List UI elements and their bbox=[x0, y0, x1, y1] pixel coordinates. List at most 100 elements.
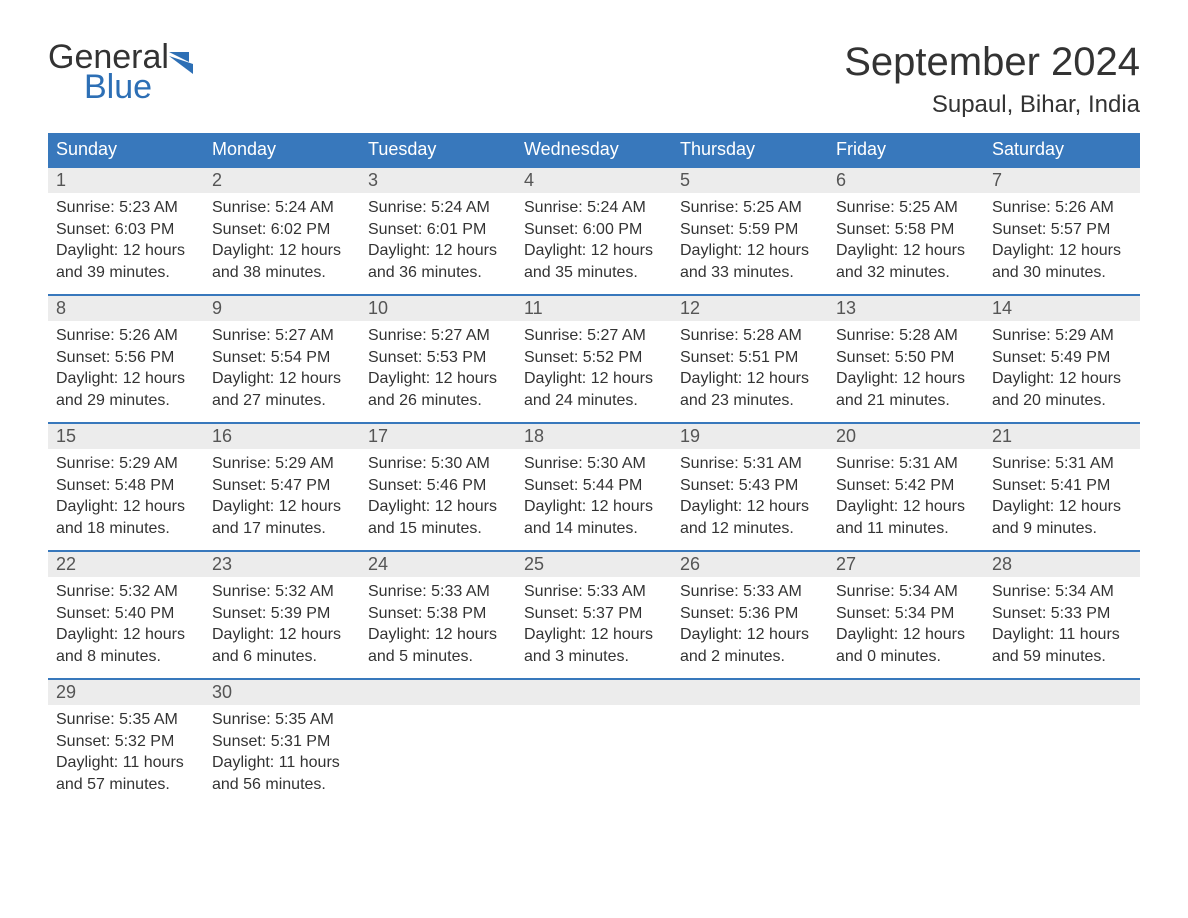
day-number: 18 bbox=[524, 426, 544, 446]
day-content: Sunrise: 5:33 AMSunset: 5:37 PMDaylight:… bbox=[516, 577, 672, 673]
sunrise-line: Sunrise: 5:27 AM bbox=[368, 325, 508, 347]
sunset-line: Sunset: 5:31 PM bbox=[212, 731, 352, 753]
day-number-header: 10 bbox=[360, 294, 516, 321]
daylight-line: Daylight: 12 hours and 26 minutes. bbox=[368, 368, 508, 411]
sunset-line: Sunset: 6:03 PM bbox=[56, 219, 196, 241]
calendar-day-cell: 4Sunrise: 5:24 AMSunset: 6:00 PMDaylight… bbox=[516, 166, 672, 294]
day-content: Sunrise: 5:29 AMSunset: 5:49 PMDaylight:… bbox=[984, 321, 1140, 417]
sunset-line: Sunset: 6:02 PM bbox=[212, 219, 352, 241]
sunset-line: Sunset: 5:41 PM bbox=[992, 475, 1132, 497]
daylight-line: Daylight: 11 hours and 57 minutes. bbox=[56, 752, 196, 795]
day-number-header: 6 bbox=[828, 166, 984, 193]
day-number: 19 bbox=[680, 426, 700, 446]
daylight-line: Daylight: 12 hours and 39 minutes. bbox=[56, 240, 196, 283]
day-content: Sunrise: 5:34 AMSunset: 5:33 PMDaylight:… bbox=[984, 577, 1140, 673]
calendar-day-cell: 26Sunrise: 5:33 AMSunset: 5:36 PMDayligh… bbox=[672, 550, 828, 678]
sunset-line: Sunset: 5:47 PM bbox=[212, 475, 352, 497]
sunset-line: Sunset: 5:32 PM bbox=[56, 731, 196, 753]
daylight-line: Daylight: 12 hours and 36 minutes. bbox=[368, 240, 508, 283]
daylight-line: Daylight: 11 hours and 56 minutes. bbox=[212, 752, 352, 795]
calendar-week-row: 22Sunrise: 5:32 AMSunset: 5:40 PMDayligh… bbox=[48, 550, 1140, 678]
sunrise-line: Sunrise: 5:27 AM bbox=[524, 325, 664, 347]
sunrise-line: Sunrise: 5:31 AM bbox=[680, 453, 820, 475]
calendar-week-row: 8Sunrise: 5:26 AMSunset: 5:56 PMDaylight… bbox=[48, 294, 1140, 422]
sunset-line: Sunset: 5:37 PM bbox=[524, 603, 664, 625]
day-number-header: 13 bbox=[828, 294, 984, 321]
calendar-week-row: 15Sunrise: 5:29 AMSunset: 5:48 PMDayligh… bbox=[48, 422, 1140, 550]
sunrise-line: Sunrise: 5:26 AM bbox=[992, 197, 1132, 219]
day-content: Sunrise: 5:27 AMSunset: 5:54 PMDaylight:… bbox=[204, 321, 360, 417]
day-content: Sunrise: 5:33 AMSunset: 5:36 PMDaylight:… bbox=[672, 577, 828, 673]
weekday-header: Monday bbox=[204, 133, 360, 166]
day-content: Sunrise: 5:32 AMSunset: 5:39 PMDaylight:… bbox=[204, 577, 360, 673]
day-content: Sunrise: 5:23 AMSunset: 6:03 PMDaylight:… bbox=[48, 193, 204, 289]
day-number-header: 12 bbox=[672, 294, 828, 321]
sunrise-line: Sunrise: 5:29 AM bbox=[992, 325, 1132, 347]
sunset-line: Sunset: 5:56 PM bbox=[56, 347, 196, 369]
sunrise-line: Sunrise: 5:30 AM bbox=[524, 453, 664, 475]
day-content: Sunrise: 5:31 AMSunset: 5:42 PMDaylight:… bbox=[828, 449, 984, 545]
weekday-header: Friday bbox=[828, 133, 984, 166]
day-number-header: 28 bbox=[984, 550, 1140, 577]
sunrise-line: Sunrise: 5:28 AM bbox=[836, 325, 976, 347]
calendar-day-cell: 20 Sunrise: 5:31 AMSunset: 5:42 PMDayligh… bbox=[828, 422, 984, 550]
calendar-day-cell: 21Sunrise: 5:31 AMSunset: 5:41 PMDayligh… bbox=[984, 422, 1140, 550]
calendar-day-cell: 15Sunrise: 5:29 AMSunset: 5:48 PMDayligh… bbox=[48, 422, 204, 550]
sunset-line: Sunset: 5:38 PM bbox=[368, 603, 508, 625]
sunrise-line: Sunrise: 5:25 AM bbox=[836, 197, 976, 219]
sunset-line: Sunset: 5:59 PM bbox=[680, 219, 820, 241]
daylight-line: Daylight: 12 hours and 0 minutes. bbox=[836, 624, 976, 667]
day-number: 4 bbox=[524, 170, 534, 190]
day-number-header bbox=[984, 678, 1140, 705]
calendar-day-cell: 6 Sunrise: 5:25 AMSunset: 5:58 PMDaylight… bbox=[828, 166, 984, 294]
day-number: 17 bbox=[368, 426, 388, 446]
calendar-body: 1Sunrise: 5:23 AMSunset: 6:03 PMDaylight… bbox=[48, 166, 1140, 806]
daylight-line: Daylight: 12 hours and 9 minutes. bbox=[992, 496, 1132, 539]
day-content: Sunrise: 5:33 AMSunset: 5:38 PMDaylight:… bbox=[360, 577, 516, 673]
sunrise-line: Sunrise: 5:33 AM bbox=[524, 581, 664, 603]
sunrise-line: Sunrise: 5:34 AM bbox=[836, 581, 976, 603]
sunset-line: Sunset: 5:58 PM bbox=[836, 219, 976, 241]
day-content: Sunrise: 5:26 AMSunset: 5:57 PMDaylight:… bbox=[984, 193, 1140, 289]
sunset-line: Sunset: 5:40 PM bbox=[56, 603, 196, 625]
calendar-day-cell: 7Sunrise: 5:26 AMSunset: 5:57 PMDaylight… bbox=[984, 166, 1140, 294]
day-number: 27 bbox=[836, 554, 856, 574]
day-content: Sunrise: 5:30 AMSunset: 5:44 PMDaylight:… bbox=[516, 449, 672, 545]
day-content: Sunrise: 5:25 AMSunset: 5:59 PMDaylight:… bbox=[672, 193, 828, 289]
sunrise-line: Sunrise: 5:24 AM bbox=[212, 197, 352, 219]
daylight-line: Daylight: 11 hours and 59 minutes. bbox=[992, 624, 1132, 667]
calendar-table: Sunday Monday Tuesday Wednesday Thursday… bbox=[48, 133, 1140, 806]
calendar-day-cell bbox=[984, 678, 1140, 806]
header: General Blue September 2024 Supaul, Biha… bbox=[48, 40, 1140, 119]
calendar-day-cell: 10Sunrise: 5:27 AMSunset: 5:53 PMDayligh… bbox=[360, 294, 516, 422]
sunrise-line: Sunrise: 5:29 AM bbox=[212, 453, 352, 475]
sunrise-line: Sunrise: 5:31 AM bbox=[836, 453, 976, 475]
day-number-header: 5 bbox=[672, 166, 828, 193]
day-number: 1 bbox=[56, 170, 66, 190]
calendar-day-cell: 13Sunrise: 5:28 AMSunset: 5:50 PMDayligh… bbox=[828, 294, 984, 422]
calendar-day-cell: 3Sunrise: 5:24 AMSunset: 6:01 PMDaylight… bbox=[360, 166, 516, 294]
day-number-header bbox=[360, 678, 516, 705]
weekday-header: Sunday bbox=[48, 133, 204, 166]
day-number-header: 17 bbox=[360, 422, 516, 449]
day-number: 10 bbox=[368, 298, 388, 318]
daylight-line: Daylight: 12 hours and 32 minutes. bbox=[836, 240, 976, 283]
day-number-header: 26 bbox=[672, 550, 828, 577]
day-content: Sunrise: 5:26 AMSunset: 5:56 PMDaylight:… bbox=[48, 321, 204, 417]
daylight-line: Daylight: 12 hours and 14 minutes. bbox=[524, 496, 664, 539]
day-number: 20 bbox=[836, 426, 856, 446]
calendar-day-cell: 11Sunrise: 5:27 AMSunset: 5:52 PMDayligh… bbox=[516, 294, 672, 422]
day-number: 30 bbox=[212, 682, 232, 702]
sunrise-line: Sunrise: 5:33 AM bbox=[368, 581, 508, 603]
day-number-header: 19 bbox=[672, 422, 828, 449]
day-number: 23 bbox=[212, 554, 232, 574]
sunrise-line: Sunrise: 5:23 AM bbox=[56, 197, 196, 219]
calendar-day-cell: 14 Sunrise: 5:29 AMSunset: 5:49 PMDayligh… bbox=[984, 294, 1140, 422]
day-number: 14 bbox=[992, 298, 1012, 318]
calendar-day-cell: 30Sunrise: 5:35 AMSunset: 5:31 PMDayligh… bbox=[204, 678, 360, 806]
sunset-line: Sunset: 5:49 PM bbox=[992, 347, 1132, 369]
day-number: 11 bbox=[524, 298, 543, 318]
calendar-day-cell: 5Sunrise: 5:25 AMSunset: 5:59 PMDaylight… bbox=[672, 166, 828, 294]
day-number-header: 20 bbox=[828, 422, 984, 449]
daylight-line: Daylight: 12 hours and 30 minutes. bbox=[992, 240, 1132, 283]
